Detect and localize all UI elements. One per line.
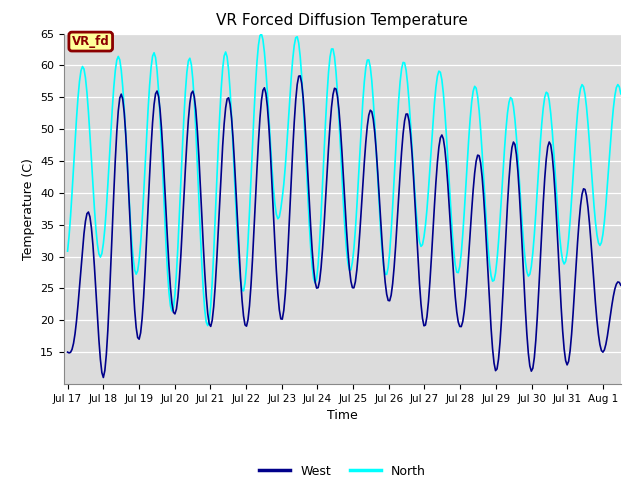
Text: VR_fd: VR_fd	[72, 35, 109, 48]
Y-axis label: Temperature (C): Temperature (C)	[22, 158, 35, 260]
Legend: West, North: West, North	[254, 460, 431, 480]
Title: VR Forced Diffusion Temperature: VR Forced Diffusion Temperature	[216, 13, 468, 28]
X-axis label: Time: Time	[327, 409, 358, 422]
